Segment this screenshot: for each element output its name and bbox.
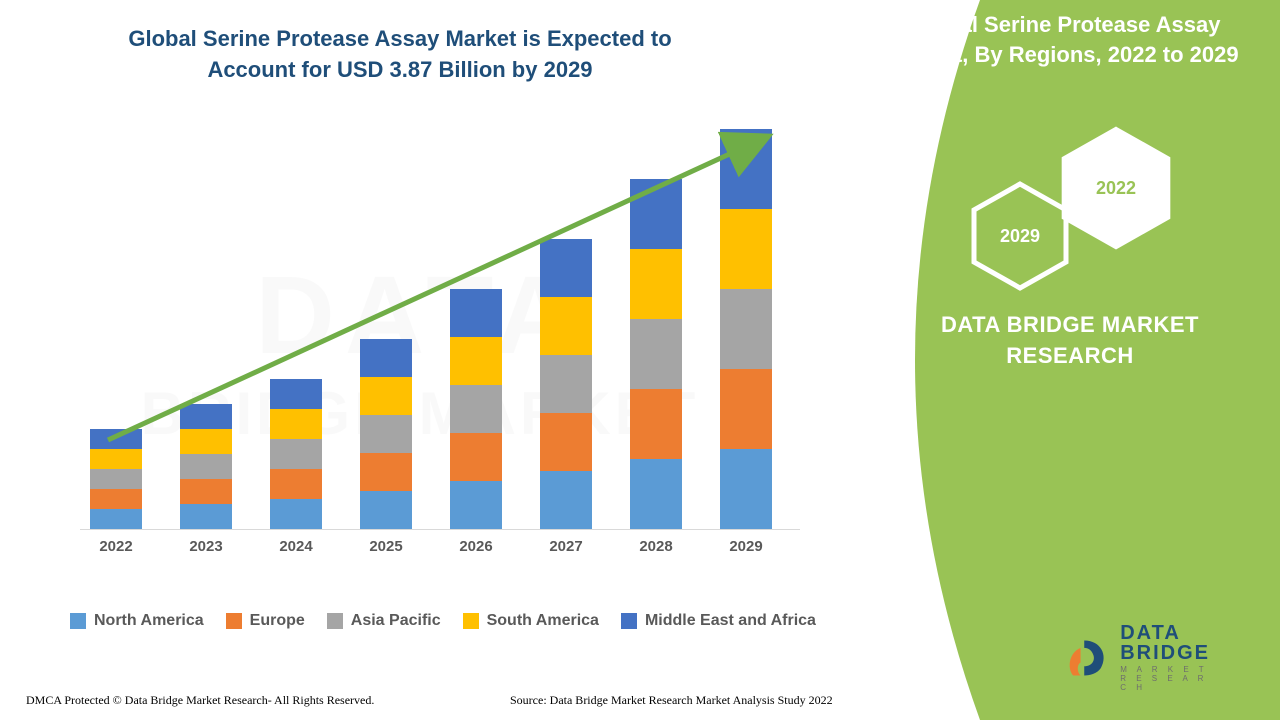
hex-group: 2029 2022 (970, 125, 1190, 295)
bar-seg (90, 489, 142, 509)
legend-label: South America (487, 612, 599, 630)
right-brand-text: DATA BRIDGE MARKET RESEARCH (920, 310, 1220, 372)
bar-seg (90, 469, 142, 489)
footer-source: Source: Data Bridge Market Research Mark… (510, 693, 833, 708)
brand-logo-name: DATA BRIDGE (1120, 623, 1210, 663)
bar-seg (90, 449, 142, 469)
legend-swatch-icon (621, 613, 637, 629)
x-tick: 2029 (720, 538, 772, 555)
stage: DATA BRIDGE MARKET Global Serine Proteas… (0, 0, 1280, 720)
x-tick: 2023 (180, 538, 232, 555)
bar-seg (720, 209, 772, 289)
x-tick: 2022 (90, 538, 142, 555)
legend-item: Europe (226, 612, 305, 630)
legend-item: North America (70, 612, 204, 630)
legend-swatch-icon (226, 613, 242, 629)
chart-title: Global Serine Protease Assay Market is E… (120, 24, 680, 86)
x-tick: 2027 (540, 538, 592, 555)
bar-seg (630, 179, 682, 249)
x-tick: 2026 (450, 538, 502, 555)
bar-seg (90, 429, 142, 449)
brand-logo-text: DATA BRIDGE M A R K E T R E S E A R C H (1120, 623, 1210, 692)
bar-seg (540, 297, 592, 355)
bar-seg (180, 404, 232, 429)
bar-seg (630, 389, 682, 459)
bar-seg (360, 453, 412, 491)
bar-seg (540, 239, 592, 297)
bar-seg (450, 289, 502, 337)
bar-seg (450, 433, 502, 481)
brand-logo-sub: M A R K E T R E S E A R C H (1120, 665, 1210, 692)
bar-seg (540, 355, 592, 413)
brand-logo: DATA BRIDGE M A R K E T R E S E A R C H (1064, 623, 1210, 692)
bar-seg (630, 249, 682, 319)
legend-item: Asia Pacific (327, 612, 441, 630)
legend-label: Europe (250, 612, 305, 630)
legend-item: South America (463, 612, 599, 630)
bar-2023 (180, 404, 232, 529)
legend-swatch-icon (327, 613, 343, 629)
bar-2027 (540, 239, 592, 529)
bar-seg (270, 499, 322, 529)
bar-seg (540, 413, 592, 471)
bar-seg (720, 369, 772, 449)
bar-seg (270, 469, 322, 499)
bar-seg (360, 415, 412, 453)
hex-2029: 2029 (970, 180, 1070, 292)
legend-swatch-icon (70, 613, 86, 629)
x-tick: 2025 (360, 538, 412, 555)
hex-2022: 2022 (1060, 125, 1172, 251)
bar-seg (90, 509, 142, 529)
bar-seg (180, 479, 232, 504)
x-tick: 2028 (630, 538, 682, 555)
bar-seg (360, 491, 412, 529)
bar-seg (630, 319, 682, 389)
footer-copyright: DMCA Protected © Data Bridge Market Rese… (26, 693, 374, 708)
bar-seg (270, 439, 322, 469)
bar-seg (180, 429, 232, 454)
bar-2026 (450, 289, 502, 529)
bar-2029 (720, 129, 772, 529)
bar-2028 (630, 179, 682, 529)
legend-item: Middle East and Africa (621, 612, 816, 630)
bar-2022 (90, 429, 142, 529)
bar-seg (720, 289, 772, 369)
bar-seg (450, 337, 502, 385)
right-panel-title: Global Serine Protease Assay Market, By … (870, 10, 1260, 69)
bar-seg (630, 459, 682, 529)
legend-swatch-icon (463, 613, 479, 629)
bar-seg (450, 481, 502, 529)
legend-label: Asia Pacific (351, 612, 441, 630)
bar-2024 (270, 379, 322, 529)
legend: North America Europe Asia Pacific South Ame… (70, 612, 830, 630)
legend-label: North America (94, 612, 204, 630)
bars-container (80, 120, 800, 530)
bar-seg (360, 339, 412, 377)
bar-seg (270, 379, 322, 409)
bar-seg (360, 377, 412, 415)
bar-seg (540, 471, 592, 529)
brand-logo-mark-icon (1064, 635, 1110, 681)
bar-seg (720, 449, 772, 529)
bar-seg (720, 129, 772, 209)
bar-seg (180, 504, 232, 529)
hex-label-2022: 2022 (1060, 125, 1172, 251)
bar-seg (270, 409, 322, 439)
bar-2025 (360, 339, 412, 529)
hex-label-2029: 2029 (970, 180, 1070, 292)
bar-seg (450, 385, 502, 433)
chart-area: 2022 2023 2024 2025 2026 2027 2028 2029 (70, 120, 810, 580)
x-tick: 2024 (270, 538, 322, 555)
legend-label: Middle East and Africa (645, 612, 816, 630)
bar-seg (180, 454, 232, 479)
